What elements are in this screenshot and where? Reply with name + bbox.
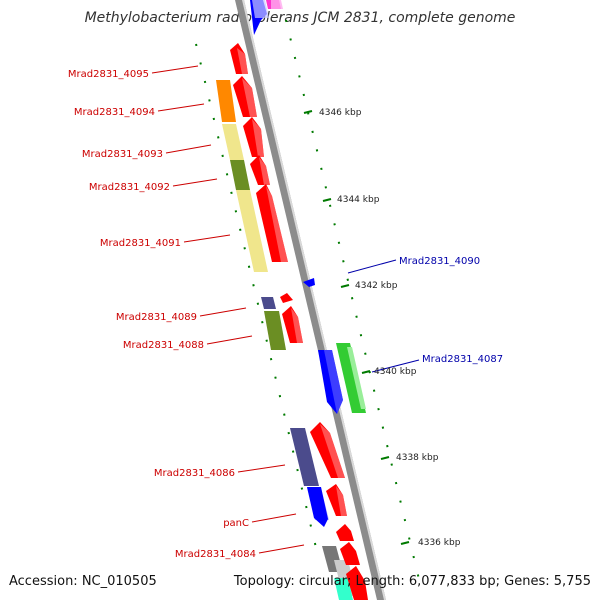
tick-mark [361, 370, 371, 374]
gene-arrow-Mrad2831_4090[interactable] [303, 278, 315, 287]
leader-Mrad2831_4087 [371, 359, 420, 373]
tick-mark [322, 198, 332, 202]
cog-box-navy-1 [261, 297, 276, 309]
gene-label-Mrad2831_4093[interactable]: Mrad2831_4093 [82, 149, 163, 160]
tick-label: 4338 kbp [396, 453, 439, 463]
partial-pink-shade [271, 0, 283, 9]
tick-label: 4346 kbp [319, 108, 362, 118]
gene-label-Mrad2831_4090[interactable]: Mrad2831_4090 [399, 256, 480, 267]
gene-arrow-Mrad2831_4084[interactable] [336, 524, 368, 600]
scale-ticks: 4346 kbp 4344 kbp 4342 kbp 4340 kbp 4338… [303, 108, 461, 548]
tick-label: 4336 kbp [418, 538, 461, 548]
tick-label: 4340 kbp [374, 367, 417, 377]
gene-label-panC[interactable]: panC [223, 518, 249, 529]
gene-label-Mrad2831_4087[interactable]: Mrad2831_4087 [422, 354, 503, 365]
tick-mark [380, 456, 390, 460]
gene-labels: Mrad2831_4095 Mrad2831_4094 Mrad2831_409… [68, 69, 503, 560]
cog-box-olive-2 [264, 311, 286, 350]
gene-arrow-panC[interactable] [307, 484, 347, 527]
gene-label-Mrad2831_4091[interactable]: Mrad2831_4091 [100, 238, 181, 249]
leader-Mrad2831_4086 [237, 464, 286, 473]
gene-arrow-Mrad2831_4093[interactable] [243, 117, 264, 157]
cog-box-khaki-1 [222, 124, 244, 160]
backbone-highlight [242, 0, 386, 600]
leader-Mrad2831_4093 [165, 144, 212, 154]
gene-arrow-Mrad2831_4087[interactable] [318, 350, 343, 414]
inner-dashed-track [195, 43, 319, 557]
backbone [235, 0, 386, 600]
gene-arrow-Mrad2831_4092[interactable] [250, 155, 270, 185]
gene-label-Mrad2831_4094[interactable]: Mrad2831_4094 [74, 107, 155, 118]
gene-label-Mrad2831_4086[interactable]: Mrad2831_4086 [154, 468, 235, 479]
gene-arrow-Mrad2831_4095[interactable] [230, 43, 248, 74]
page-title: Methylobacterium radiotolerans JCM 2831,… [84, 10, 516, 26]
gene-arrow-Mrad2831_4088[interactable] [282, 306, 303, 343]
leader-Mrad2831_4089 [199, 307, 247, 317]
gene-label-Mrad2831_4092[interactable]: Mrad2831_4092 [89, 182, 170, 193]
gene-arrow-Mrad2831_4089[interactable] [280, 293, 293, 303]
leader-Mrad2831_4091 [183, 234, 231, 243]
leader-Mrad2831_4092 [172, 178, 218, 187]
leader-panC [251, 513, 297, 523]
partial-shadow [252, 0, 269, 18]
gene-label-Mrad2831_4088[interactable]: Mrad2831_4088 [123, 340, 204, 351]
cog-box-khaki-2 [236, 190, 268, 272]
leader-Mrad2831_4095 [151, 65, 199, 74]
tick-label: 4344 kbp [337, 195, 380, 205]
cog-box-navy-2 [290, 428, 319, 486]
leader-Mrad2831_4094 [157, 103, 205, 112]
cog-box-olive-1 [230, 160, 250, 190]
gene-label-Mrad2831_4084[interactable]: Mrad2831_4084 [175, 549, 256, 560]
tick-mark [303, 110, 313, 114]
backbone-shade [235, 0, 386, 600]
gene-arrow-Mrad2831_4094[interactable] [233, 76, 257, 117]
leader-Mrad2831_4084 [258, 544, 305, 554]
cog-box-green-shade [347, 347, 366, 409]
tick-mark [340, 284, 350, 288]
cog-box-cyan [334, 578, 353, 600]
track-guides [195, 19, 423, 593]
tick-mark [400, 541, 410, 545]
cog-box-orange [216, 80, 236, 122]
leader-Mrad2831_4090 [347, 259, 397, 274]
label-leaders [151, 65, 420, 554]
top-partial-features [250, 0, 283, 35]
leader-Mrad2831_4088 [206, 335, 253, 345]
gene-label-Mrad2831_4089[interactable]: Mrad2831_4089 [116, 312, 197, 323]
gene-label-Mrad2831_4095[interactable]: Mrad2831_4095 [68, 69, 149, 80]
gene-arrow-Mrad2831_4086[interactable] [310, 422, 345, 478]
gene-arrow-Mrad2831_4091[interactable] [256, 184, 288, 262]
tick-label: 4342 kbp [355, 281, 398, 291]
gene-arrows [230, 43, 368, 600]
genome-summary-text: Topology: circular; Length: 6,077,833 bp… [233, 574, 591, 589]
accession-text: Accession: NC_010505 [9, 574, 157, 589]
